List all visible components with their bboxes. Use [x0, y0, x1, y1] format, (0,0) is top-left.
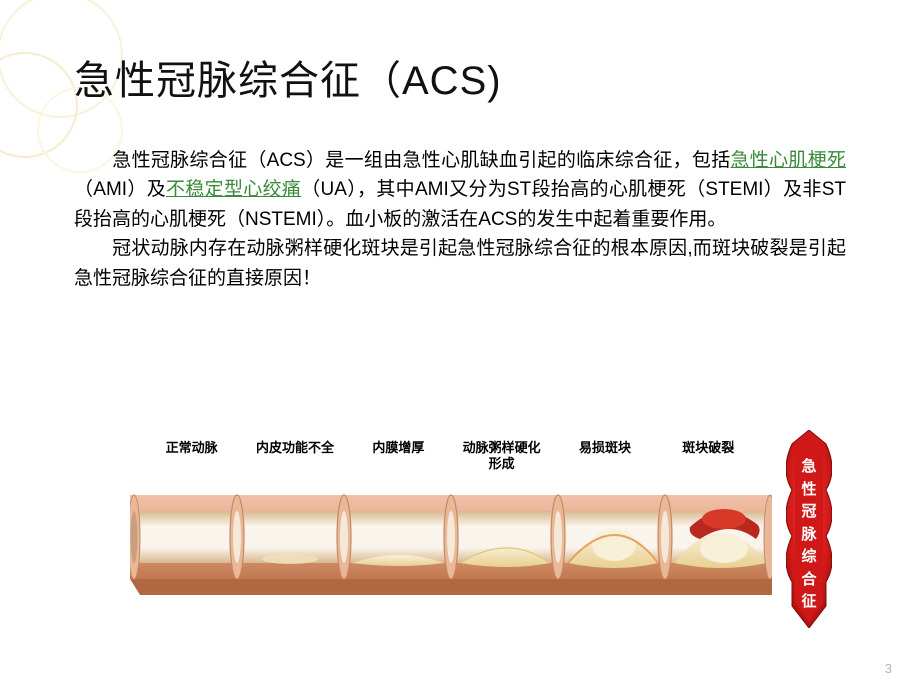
- stage-label-2: 内皮功能不全: [243, 440, 346, 471]
- stage-label-5: 易损斑块: [553, 440, 656, 471]
- stage-label-6: 斑块破裂: [657, 440, 760, 471]
- stage-label-1: 正常动脉: [140, 440, 243, 471]
- link-ami[interactable]: 急性心肌梗死: [731, 150, 846, 171]
- text-run-4: 冠状动脉内存在动脉粥样硬化斑块是引起急性冠脉综合征的根本原因,而斑块破裂是引起急…: [74, 238, 846, 288]
- text-run-2: （AMI）及: [74, 179, 166, 200]
- link-ua[interactable]: 不稳定型心绞痛: [166, 179, 301, 200]
- stage-label-4: 动脉粥样硬化 形成: [450, 440, 553, 471]
- stage-label-3: 内膜增厚: [347, 440, 450, 471]
- artery-illustration: [130, 477, 772, 597]
- acs-banner: 急性冠脉综合征: [786, 430, 832, 628]
- slide-title: 急性冠脉综合征（ACS): [74, 48, 846, 106]
- artery-diagram: 正常动脉 内皮功能不全 内膜增厚 动脉粥样硬化 形成 易损斑块 斑块破裂: [130, 440, 790, 630]
- banner-text: 急性冠脉综合征: [786, 456, 832, 614]
- text-run-1: 急性冠脉综合征（ACS）是一组由急性心肌缺血引起的临床综合征，包括: [112, 150, 731, 171]
- body-text: 急性冠脉综合征（ACS）是一组由急性心肌缺血引起的临床综合征，包括急性心肌梗死 （…: [74, 146, 846, 293]
- page-number: 3: [885, 661, 892, 676]
